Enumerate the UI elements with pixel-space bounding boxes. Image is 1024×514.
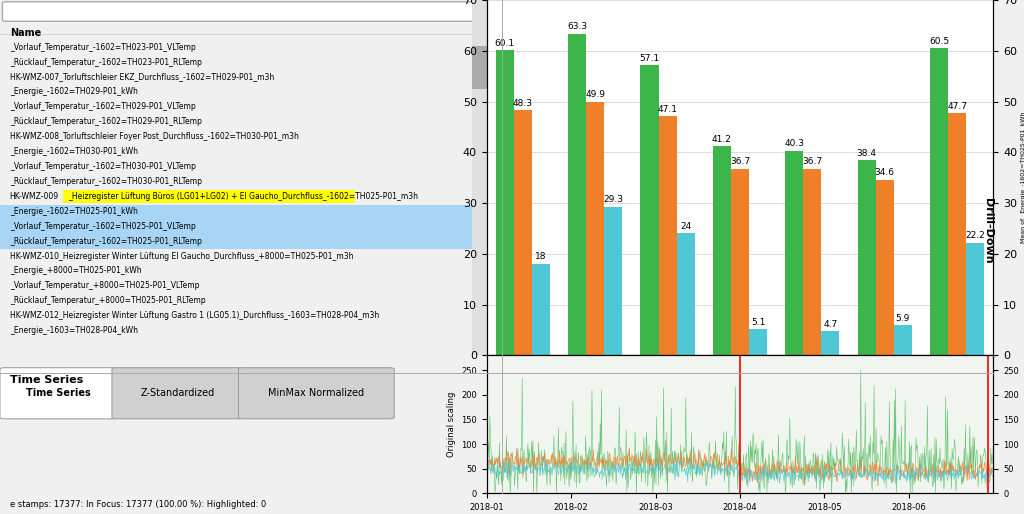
Bar — [948, 113, 966, 355]
Text: Time Series: Time Series — [26, 388, 91, 398]
Text: 5.9: 5.9 — [896, 314, 910, 323]
Bar — [658, 116, 677, 355]
Text: MinMax Normalized: MinMax Normalized — [268, 388, 365, 398]
Y-axis label: Mean of _Energie_-1602=TH025-P01_kWh
_Rücklauf_Temperatur_
_Vorlauf_Temperatur_: Mean of _Energie_-1602=TH025-P01_kWh _Rü… — [1020, 112, 1024, 243]
Y-axis label: Original scaling: Original scaling — [446, 392, 456, 457]
Text: _Energie_+8000=TH025-P01_kWh: _Energie_+8000=TH025-P01_kWh — [10, 266, 141, 276]
Text: 29.3: 29.3 — [603, 195, 624, 204]
Text: 47.7: 47.7 — [947, 102, 967, 111]
Text: 60.1: 60.1 — [495, 39, 515, 48]
Text: _Rücklauf_Temperatur_-1602=TH029-P01_RLTemp: _Rücklauf_Temperatur_-1602=TH029-P01_RLT… — [10, 117, 202, 126]
Bar — [677, 233, 694, 355]
Text: 63.3: 63.3 — [567, 23, 587, 31]
Bar — [930, 48, 948, 355]
Text: Time Series: Time Series — [10, 375, 83, 385]
Bar — [749, 329, 767, 355]
Text: _Vorlauf_Temperatur_-1602=TH023-P01_VLTemp: _Vorlauf_Temperatur_-1602=TH023-P01_VLTe… — [10, 43, 196, 51]
Bar — [531, 264, 550, 355]
Bar — [604, 207, 623, 355]
Text: _Energie_-1602=TH025-P01_kWh: _Energie_-1602=TH025-P01_kWh — [10, 207, 137, 216]
Text: 34.6: 34.6 — [874, 168, 895, 177]
Text: HK-WMZ-012_Heizregister Winter Lüftung Gastro 1 (LG05.1)_Durchfluss_-1603=TH028-: HK-WMZ-012_Heizregister Winter Lüftung G… — [10, 311, 379, 320]
Bar — [966, 243, 984, 355]
Text: _Vorlauf_Temperatur_-1602=TH029-P01_VLTemp: _Vorlauf_Temperatur_-1602=TH029-P01_VLTe… — [10, 102, 196, 112]
Text: 49.9: 49.9 — [586, 90, 605, 100]
Text: 41.2: 41.2 — [712, 135, 732, 143]
Text: HK-WMZ-009: HK-WMZ-009 — [10, 192, 58, 201]
Text: _Rücklauf_Temperatur_-1602=TH023-P01_RLTemp: _Rücklauf_Temperatur_-1602=TH023-P01_RLT… — [10, 58, 202, 66]
Bar — [472, 0, 486, 355]
Text: e stamps: 17377: In Focus: 17377 (100.00 %): Highlighted: 0: e stamps: 17377: In Focus: 17377 (100.00… — [10, 500, 266, 509]
X-axis label: Date [Month]: Date [Month] — [703, 380, 777, 391]
Text: HK-WMZ-007_Torluftschleier EKZ_Durchfluss_-1602=TH029-P01_m3h: HK-WMZ-007_Torluftschleier EKZ_Durchflus… — [10, 72, 274, 81]
Text: 38.4: 38.4 — [857, 149, 877, 158]
Legend:  — [490, 324, 496, 330]
Bar — [0, 205, 472, 219]
Bar — [640, 65, 658, 355]
Bar — [496, 50, 514, 355]
FancyBboxPatch shape — [239, 368, 394, 419]
Bar — [713, 146, 731, 355]
Bar — [785, 151, 803, 355]
Text: _Energie_-1602=TH029-P01_kWh: _Energie_-1602=TH029-P01_kWh — [10, 87, 137, 96]
Text: 48.3: 48.3 — [513, 99, 532, 107]
Text: _Energie_-1603=TH028-P04_kWh: _Energie_-1603=TH028-P04_kWh — [10, 326, 138, 335]
Bar — [472, 46, 486, 89]
Bar — [821, 332, 840, 355]
Text: 4.7: 4.7 — [823, 320, 838, 329]
Bar — [876, 180, 894, 355]
Text: _Vorlauf_Temperatur_+8000=TH025-P01_VLTemp: _Vorlauf_Temperatur_+8000=TH025-P01_VLTe… — [10, 281, 200, 290]
Text: _Vorlauf_Temperatur_-1602=TH030-P01_VLTemp: _Vorlauf_Temperatur_-1602=TH030-P01_VLTe… — [10, 162, 196, 171]
Text: 24: 24 — [680, 222, 691, 231]
FancyBboxPatch shape — [2, 2, 474, 21]
FancyBboxPatch shape — [63, 190, 355, 203]
Bar — [857, 160, 876, 355]
Bar — [731, 169, 749, 355]
Text: 36.7: 36.7 — [802, 157, 822, 167]
Bar — [0, 234, 472, 249]
Text: 47.1: 47.1 — [657, 105, 678, 114]
Text: _Energie_-1602=TH030-P01_kWh: _Energie_-1602=TH030-P01_kWh — [10, 147, 138, 156]
Text: 36.7: 36.7 — [730, 157, 750, 167]
Bar — [803, 169, 821, 355]
Text: 5.1: 5.1 — [751, 318, 765, 327]
Text: Drill-Down: Drill-Down — [983, 198, 993, 264]
Text: 40.3: 40.3 — [784, 139, 804, 148]
Bar — [514, 110, 531, 355]
Text: HK-WMZ-010_Heizregister Winter Lüftung El Gaucho_Durchfluss_+8000=TH025-P01_m3h: HK-WMZ-010_Heizregister Winter Lüftung E… — [10, 251, 353, 261]
Text: _Rücklauf_Temperatur_-1602=TH025-P01_RLTemp: _Rücklauf_Temperatur_-1602=TH025-P01_RLT… — [10, 236, 202, 246]
Text: _Rücklauf_Temperatur_+8000=TH025-P01_RLTemp: _Rücklauf_Temperatur_+8000=TH025-P01_RLT… — [10, 296, 206, 305]
FancyBboxPatch shape — [0, 368, 117, 419]
Text: 22.2: 22.2 — [966, 231, 985, 240]
Text: Name: Name — [10, 28, 41, 39]
Bar — [586, 102, 604, 355]
Text: _Rücklauf_Temperatur_-1602=TH030-P01_RLTemp: _Rücklauf_Temperatur_-1602=TH030-P01_RLT… — [10, 177, 202, 186]
Bar — [568, 34, 586, 355]
Text: _Vorlauf_Temperatur_-1602=TH025-P01_VLTemp: _Vorlauf_Temperatur_-1602=TH025-P01_VLTe… — [10, 222, 196, 231]
Text: _Heizregister Lüftung Büros (LG01+LG02) + El Gaucho_Durchfluss_-1602=TH025-P01_m: _Heizregister Lüftung Büros (LG01+LG02) … — [69, 192, 418, 201]
FancyBboxPatch shape — [112, 368, 244, 419]
Text: 60.5: 60.5 — [929, 36, 949, 46]
Bar — [0, 219, 472, 234]
Text: Z-Standardized: Z-Standardized — [140, 388, 215, 398]
Text: 57.1: 57.1 — [639, 54, 659, 63]
Text: HK-WMZ-008_Torluftschleier Foyer Post_Durchfluss_-1602=TH030-P01_m3h: HK-WMZ-008_Torluftschleier Foyer Post_Du… — [10, 132, 299, 141]
Bar — [894, 325, 911, 355]
Text: 18: 18 — [536, 252, 547, 262]
